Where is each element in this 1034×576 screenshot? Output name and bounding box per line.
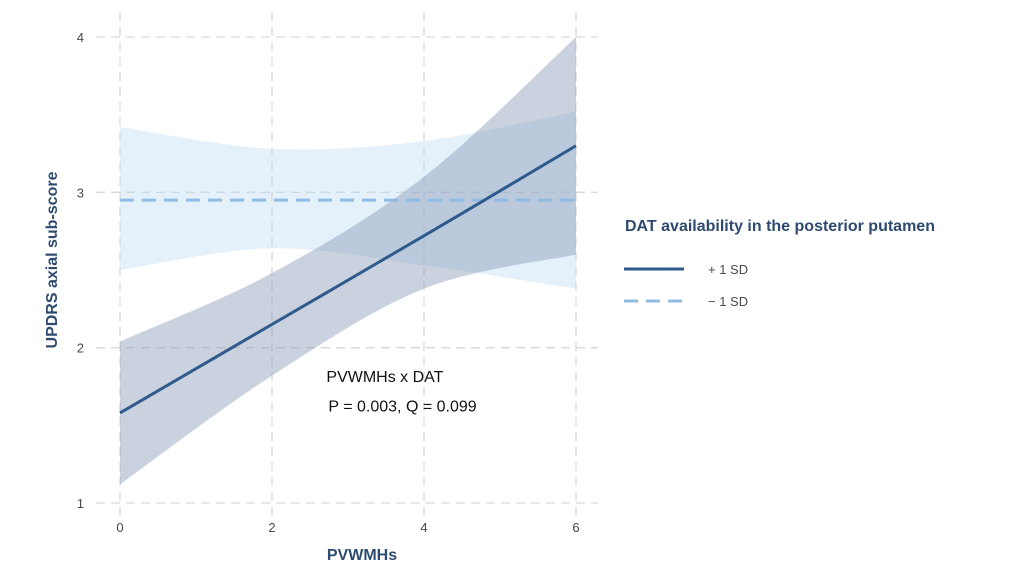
ci-band-series-0 — [120, 37, 576, 485]
legend-label-1: − 1 SD — [708, 294, 748, 309]
legend-items: + 1 SD − 1 SD — [624, 262, 748, 309]
tick-labels: 0 2 4 6 1 2 3 4 — [77, 30, 580, 535]
y-tick-label-2: 3 — [77, 185, 84, 200]
grid-layer — [96, 12, 598, 518]
x-tick-label-0: 0 — [116, 520, 123, 535]
x-axis-title: PVWMHs — [327, 547, 397, 564]
legend-label-0: + 1 SD — [708, 262, 748, 277]
y-tick-label-1: 2 — [77, 341, 84, 356]
legend-title: DAT availability in the posterior putame… — [625, 218, 935, 235]
y-axis-title: UPDRS axial sub-score — [44, 171, 61, 348]
y-tick-label-0: 1 — [77, 496, 84, 511]
annotation-1: P = 0.003, Q = 0.099 — [328, 398, 476, 415]
legend: DAT availability in the posterior putame… — [624, 218, 935, 309]
x-tick-label-3: 6 — [572, 520, 579, 535]
confidence-bands — [120, 37, 576, 485]
x-tick-label-1: 2 — [268, 520, 275, 535]
x-tick-label-2: 4 — [420, 520, 427, 535]
y-tick-label-3: 4 — [77, 30, 84, 45]
annotation-0: PVWMHs x DAT — [326, 369, 443, 386]
regression-lines — [119, 144, 577, 415]
series-line-0 — [119, 144, 577, 415]
annotation-layer: PVWMHs x DAT P = 0.003, Q = 0.099 — [326, 369, 476, 416]
